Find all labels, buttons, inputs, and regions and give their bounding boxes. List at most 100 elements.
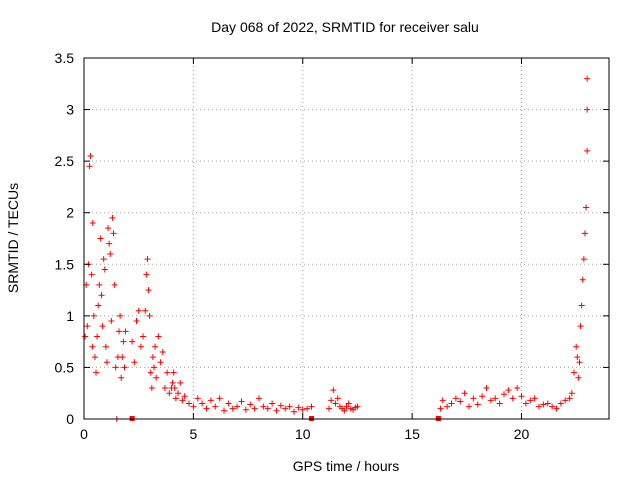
data-point <box>129 338 136 345</box>
data-point <box>562 397 569 404</box>
data-point <box>107 250 114 257</box>
data-point <box>444 403 451 410</box>
data-point <box>575 374 582 381</box>
data-point <box>90 312 97 319</box>
y-tick-label: 2.5 <box>55 153 75 169</box>
data-point <box>571 369 577 376</box>
data-point <box>328 397 335 404</box>
data-point <box>166 390 173 397</box>
data-point <box>146 312 153 319</box>
data-point <box>203 405 210 412</box>
data-point <box>251 405 258 412</box>
data-point <box>509 395 516 402</box>
data-point <box>164 369 171 376</box>
data-point <box>568 390 575 397</box>
data-point <box>291 408 297 415</box>
data-point <box>145 287 152 294</box>
data-point <box>135 307 142 314</box>
data-point <box>326 405 332 412</box>
data-point <box>474 401 481 408</box>
data-point <box>177 379 184 386</box>
data-point <box>566 395 573 402</box>
data-point <box>121 364 128 371</box>
data-point <box>581 230 588 237</box>
data-point <box>584 147 591 154</box>
data-point <box>229 405 236 412</box>
y-axis-label: SRMTID / TECUs <box>5 183 21 293</box>
data-point <box>437 405 444 412</box>
data-point <box>273 407 280 414</box>
data-point <box>95 302 102 309</box>
data-point <box>299 406 306 413</box>
data-point <box>479 393 486 400</box>
y-tick-label: 0 <box>66 411 74 427</box>
data-point <box>96 281 103 288</box>
data-point <box>514 385 521 392</box>
data-point <box>574 354 581 361</box>
data-point <box>439 397 446 404</box>
data-point <box>122 328 129 335</box>
data-point <box>199 400 206 407</box>
data-point <box>117 312 124 319</box>
x-tick-labels: 0 5 10 15 20 <box>80 426 529 442</box>
data-point <box>483 385 490 392</box>
data-point <box>207 397 214 404</box>
data-point <box>148 385 155 392</box>
data-point <box>153 374 160 381</box>
data-point <box>505 387 512 394</box>
data-point <box>457 398 464 405</box>
data-point <box>487 397 494 404</box>
data-point <box>86 163 93 170</box>
data-point <box>579 276 586 283</box>
data-point <box>282 405 289 412</box>
data-point <box>212 403 219 410</box>
data-point <box>172 395 179 402</box>
data-point <box>157 359 164 366</box>
data-point <box>109 214 116 221</box>
chart-title: Day 068 of 2022, SRMTID for receiver sal… <box>211 19 479 35</box>
data-point <box>341 407 348 414</box>
data-point <box>492 395 499 402</box>
data-point <box>461 390 468 397</box>
data-point <box>161 385 168 392</box>
data-point <box>544 400 551 407</box>
data-point <box>286 403 293 410</box>
x-axis-label: GPS time / hours <box>293 458 400 474</box>
data-point <box>179 397 186 404</box>
data-point <box>332 400 339 407</box>
data-point <box>171 385 178 392</box>
data-point <box>577 323 584 330</box>
data-point <box>169 379 176 386</box>
data-point <box>91 354 98 361</box>
data-point <box>88 271 95 278</box>
data-point <box>448 400 455 407</box>
data-point <box>540 401 547 408</box>
data-point <box>89 220 96 227</box>
data-point <box>186 400 192 407</box>
data-point <box>89 343 96 350</box>
data-point <box>149 354 156 361</box>
y-tick-label: 1 <box>66 308 74 324</box>
data-point <box>137 343 144 350</box>
data-point <box>264 405 271 412</box>
data-point <box>557 400 564 407</box>
y-tick-label: 2 <box>66 205 74 221</box>
data-point <box>93 369 100 376</box>
data-point <box>216 395 223 402</box>
data-point <box>94 333 101 340</box>
x-tick-label: 20 <box>514 426 530 442</box>
data-point <box>277 402 284 409</box>
data-point <box>518 393 525 400</box>
data-point <box>234 403 241 410</box>
data-point <box>155 333 162 340</box>
y-tick-label: 1.5 <box>55 256 75 272</box>
data-point <box>103 359 110 366</box>
data-point <box>152 343 159 350</box>
data-point <box>144 256 151 263</box>
x-tick-label: 10 <box>295 426 311 442</box>
data-point <box>343 403 350 410</box>
data-point <box>101 266 108 273</box>
data-point <box>295 404 302 411</box>
data-point <box>170 369 177 376</box>
